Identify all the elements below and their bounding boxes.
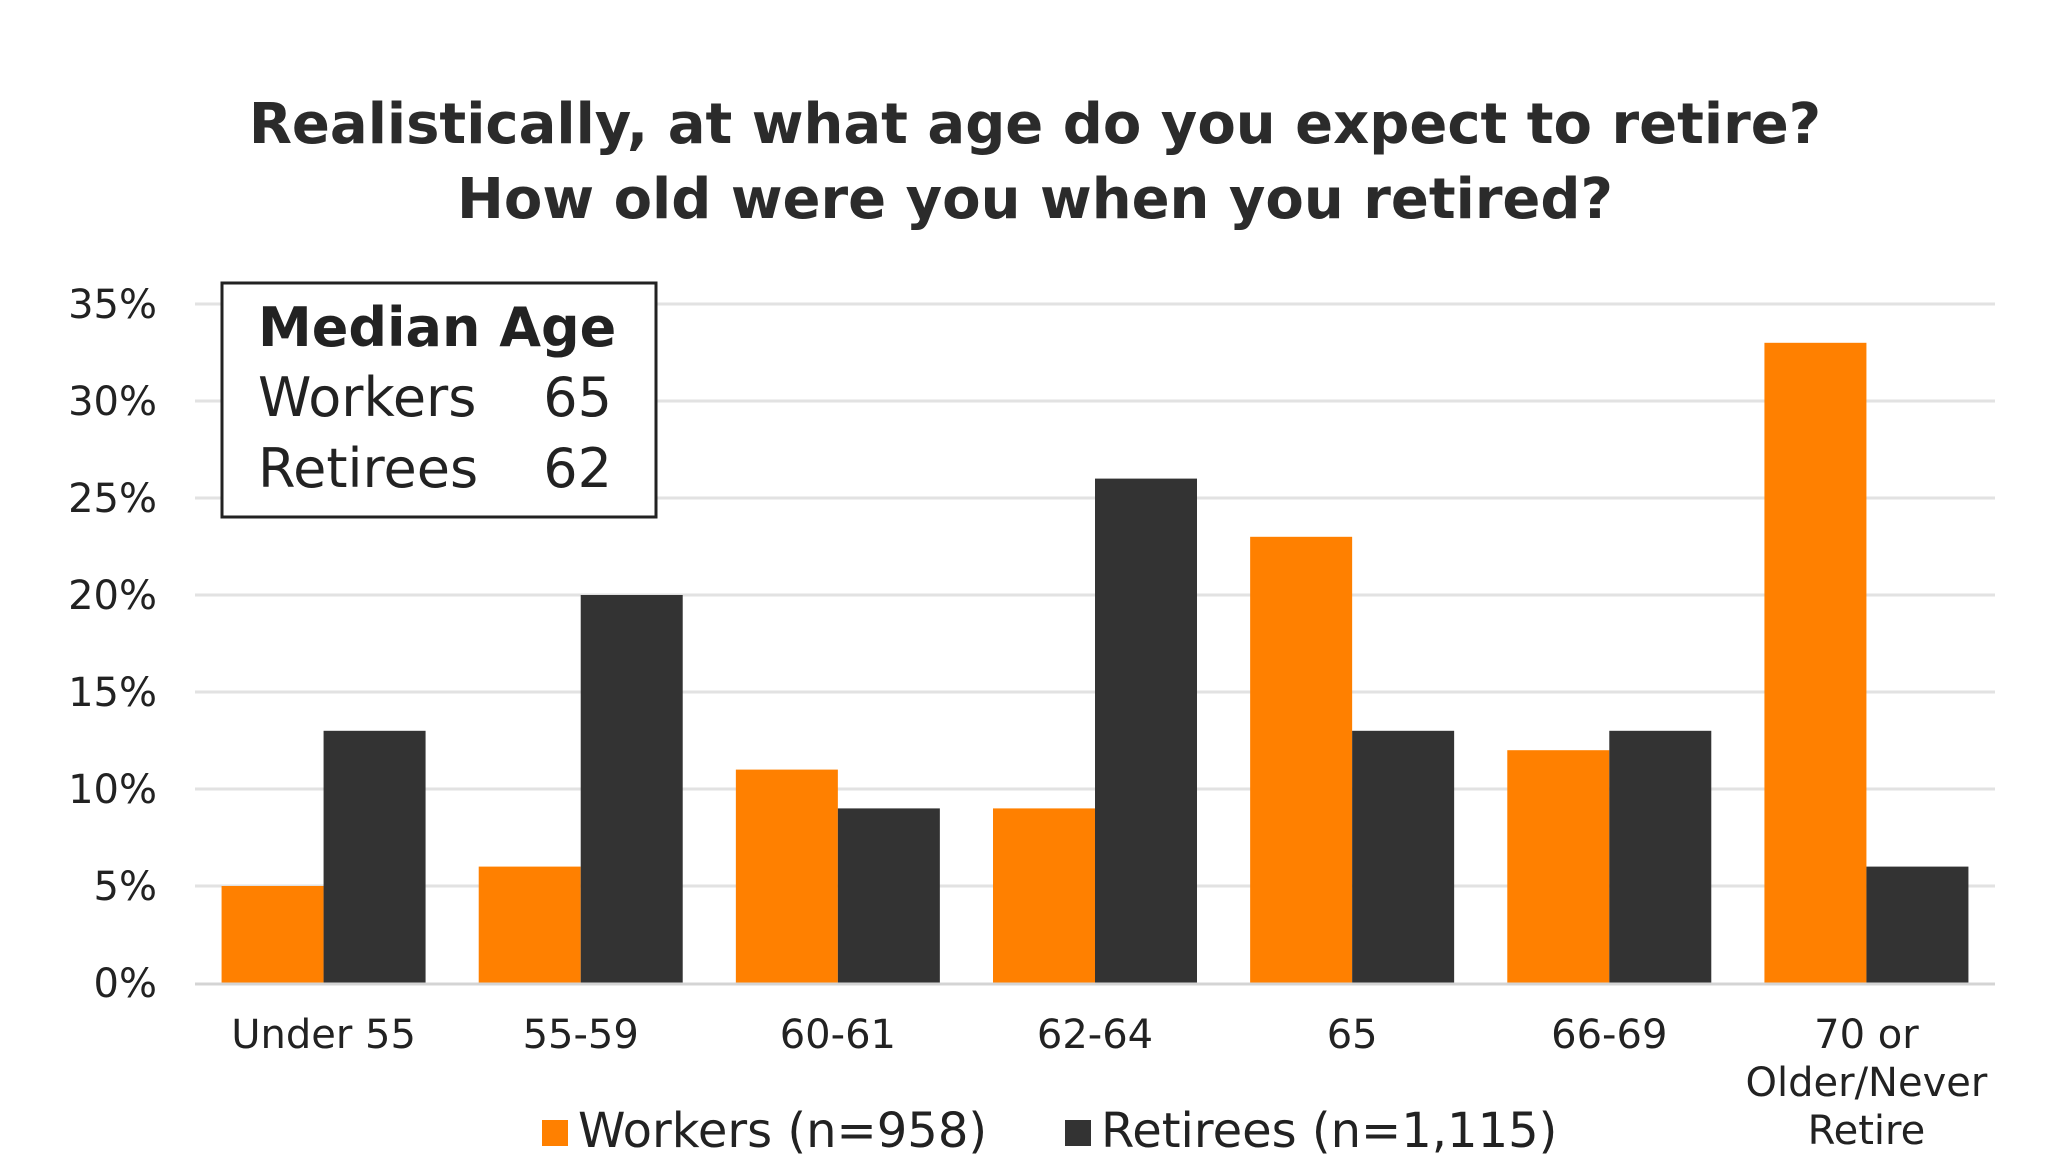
chart-title-line-1: Realistically, at what age do you expect…	[249, 92, 1821, 157]
x-category-label: 55-59	[523, 1012, 639, 1058]
y-tick-label: 15%	[68, 670, 157, 716]
y-tick-label: 0%	[94, 961, 157, 1007]
y-tick-label: 35%	[68, 282, 157, 328]
median-age-retirees-label: Retirees	[258, 437, 478, 500]
y-tick-label: 10%	[68, 767, 157, 813]
bar-retirees-2	[837, 808, 940, 983]
median-age-heading: Median Age	[258, 296, 616, 359]
legend-swatch-workers	[542, 1120, 568, 1146]
x-category-label-line: 60-61	[780, 1012, 896, 1058]
x-category-label-line: Retire	[1808, 1108, 1926, 1154]
x-category-label: 70 or Older/Never Retire	[1746, 1012, 1988, 1154]
y-axis-tick-labels: 0% 5% 10% 15% 20% 25% 30% 35%	[68, 282, 157, 1007]
bar-retirees-6	[1866, 866, 1969, 983]
legend: Workers (n=958) Retirees (n=1,115)	[542, 1103, 1557, 1155]
y-tick-label: 25%	[68, 476, 157, 522]
bar-workers-1	[478, 866, 581, 983]
bar-workers-5	[1507, 750, 1610, 983]
median-age-box-frame	[220, 281, 658, 519]
x-category-label: 65	[1327, 1012, 1378, 1058]
bar-retirees-0	[323, 730, 426, 983]
median-age-retirees-value: 62	[543, 437, 612, 500]
y-tick-label: 5%	[94, 864, 157, 910]
x-category-label: 60-61	[780, 1012, 896, 1058]
bar-workers-3	[993, 808, 1095, 983]
x-category-label-line: 66-69	[1551, 1012, 1667, 1058]
x-category-label: 66-69	[1551, 1012, 1667, 1058]
bars	[221, 342, 1969, 983]
bar-retirees-3	[1095, 478, 1197, 983]
chart-title-line-2: How old were you when you retired?	[457, 167, 1613, 232]
x-category-label-line: 70 or	[1814, 1012, 1919, 1058]
x-category-label-line: 55-59	[523, 1012, 639, 1058]
bar-retirees-1	[580, 595, 683, 983]
x-category-label: Under 55	[231, 1012, 416, 1058]
median-age-box: Median Age Workers 65 Retirees 62	[220, 281, 658, 519]
y-tick-label: 30%	[68, 379, 157, 425]
median-age-workers-label: Workers	[258, 366, 476, 429]
legend-label-workers: Workers (n=958)	[578, 1103, 987, 1155]
bar-workers-2	[735, 769, 838, 983]
x-category-label: 62-64	[1037, 1012, 1153, 1058]
x-category-label-line: 62-64	[1037, 1012, 1153, 1058]
bar-retirees-4	[1352, 730, 1455, 983]
bar-workers-0	[221, 886, 324, 983]
bar-workers-4	[1250, 536, 1353, 983]
x-category-label-line: Under 55	[231, 1012, 416, 1058]
x-axis-category-labels: Under 55 55-59 60-61 62-64 65 66-69 70 or Older…	[231, 1012, 1988, 1154]
legend-swatch-retirees	[1065, 1120, 1091, 1146]
bar-workers-6	[1764, 342, 1867, 983]
x-category-label-line: Older/Never	[1746, 1060, 1988, 1106]
bar-retirees-5	[1609, 730, 1712, 983]
y-tick-label: 20%	[68, 573, 157, 619]
chart-title: Realistically, at what age do you expect…	[249, 92, 1821, 232]
x-category-label-line: 65	[1327, 1012, 1378, 1058]
legend-label-retirees: Retirees (n=1,115)	[1101, 1103, 1557, 1155]
median-age-workers-value: 65	[543, 366, 612, 429]
